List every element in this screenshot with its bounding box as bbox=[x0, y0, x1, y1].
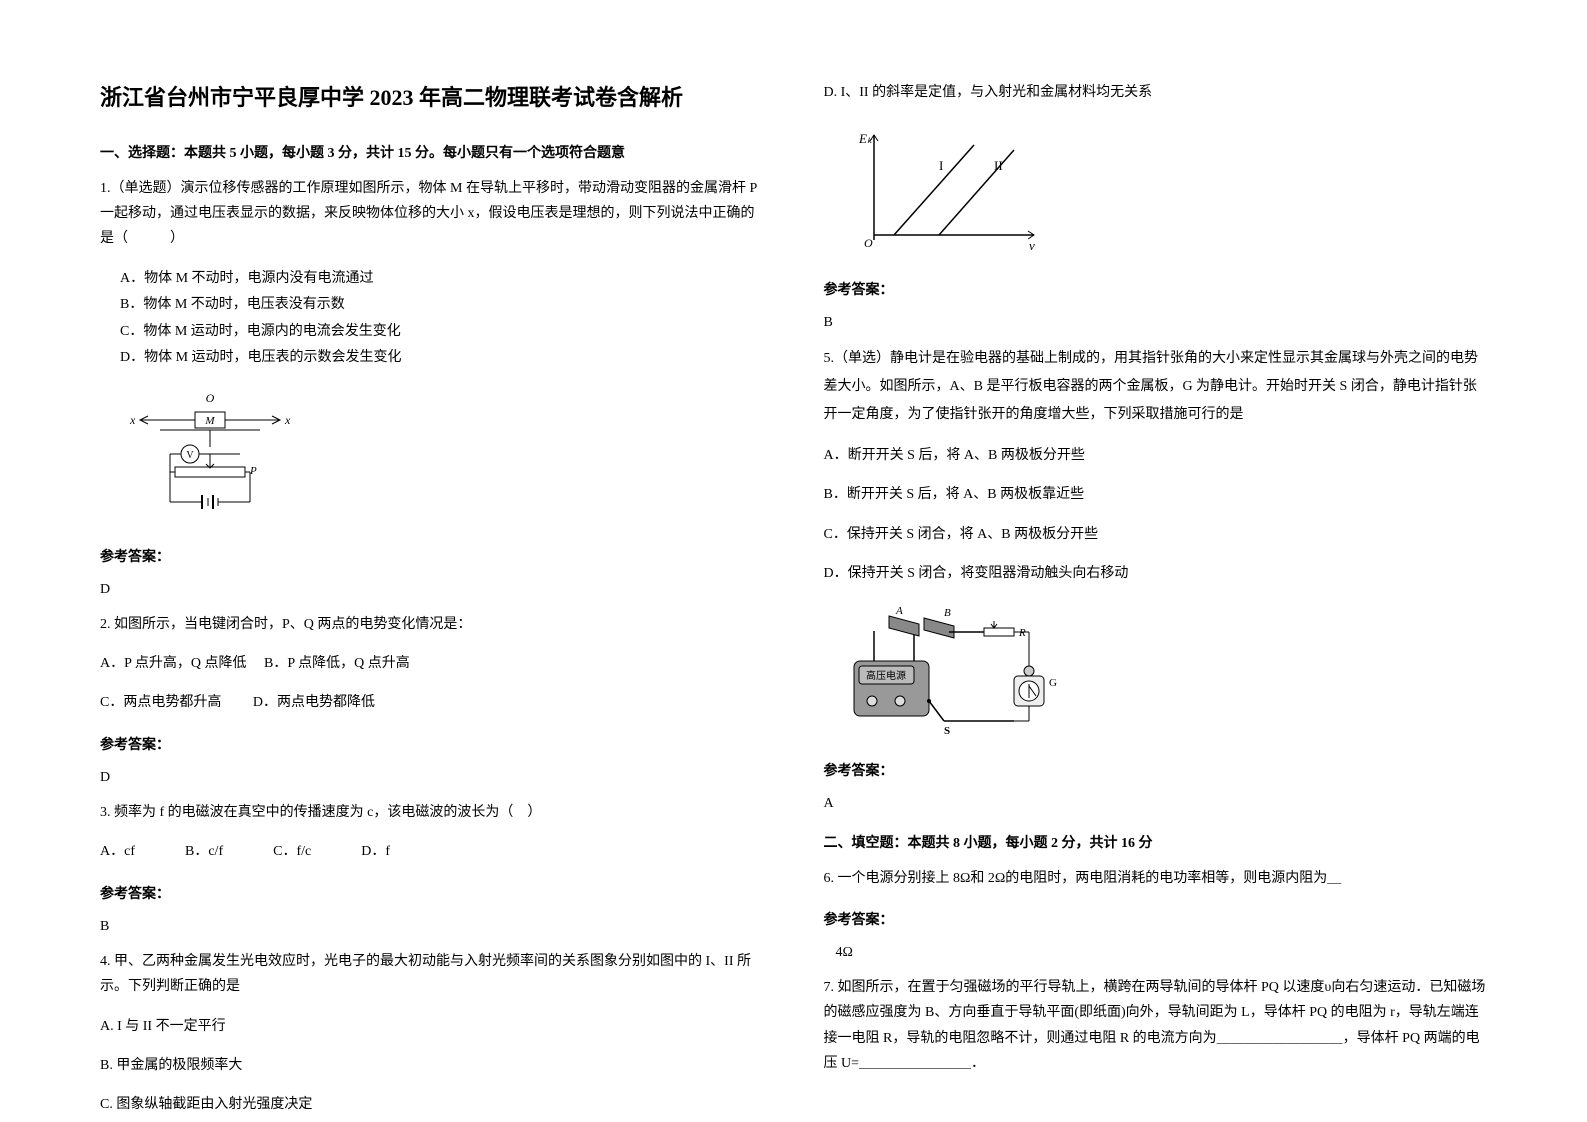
q6-answer-value: 4Ω bbox=[824, 945, 1488, 961]
q1-answer-value: D bbox=[100, 582, 764, 598]
q4-answer-label: 参考答案： bbox=[824, 279, 1488, 299]
label-x-left: x bbox=[129, 413, 136, 427]
q5-circuit-diagram: 高压电源 A B R G bbox=[844, 606, 1488, 736]
q3-option-a: A．cf bbox=[100, 839, 135, 866]
q6-stem: 6. 一个电源分别接上 8Ω和 2Ω的电阻时，两电阻消耗的电功率相等，则电源内阻… bbox=[824, 866, 1488, 891]
voltmeter-icon: V bbox=[186, 450, 194, 461]
q4-graph: Eₖ ν O I II bbox=[844, 125, 1488, 255]
label-s: S bbox=[944, 725, 950, 736]
q2-answer-value: D bbox=[100, 770, 764, 786]
q5-answer-value: A bbox=[824, 796, 1488, 812]
q2-options-row2: C．两点电势都升高 D．两点电势都降低 bbox=[100, 690, 764, 715]
source-label: 高压电源 bbox=[866, 669, 906, 682]
q2-options-row1: A．P 点升高，Q 点降低 B．P 点降低，Q 点升高 bbox=[100, 651, 764, 676]
axis-y-label: Eₖ bbox=[858, 131, 873, 146]
q5-option-d: D．保持开关 S 闭合，将变阻器滑动触头向右移动 bbox=[824, 561, 1488, 586]
column-right: D. I、II 的斜率是定值，与入射光和金属材料均无关系 Eₖ ν O I II… bbox=[824, 80, 1488, 1082]
q3-options: A．cf B．c/f C．f/c D．f bbox=[100, 839, 764, 866]
column-left: 浙江省台州市宁平良厚中学 2023 年高二物理联考试卷含解析 一、选择题：本题共… bbox=[100, 80, 764, 1082]
line-ii-label: II bbox=[994, 158, 1003, 173]
line-i-label: I bbox=[939, 158, 943, 173]
q3-stem: 3. 频率为 f 的电磁波在真空中的传播速度为 c，该电磁波的波长为（ ） bbox=[100, 800, 764, 825]
q5-stem: 5.（单选）静电计是在验电器的基础上制成的，用其指针张角的大小来定性显示其金属球… bbox=[824, 345, 1488, 429]
q4-option-d: D. I、II 的斜率是定值，与入射光和金属材料均无关系 bbox=[824, 80, 1488, 105]
q2-option-a: A．P 点升高，Q 点降低 bbox=[100, 656, 247, 671]
q1-circuit-diagram: O x x M V P bbox=[120, 392, 764, 522]
q2-answer-label: 参考答案： bbox=[100, 734, 764, 754]
q2-stem: 2. 如图所示，当电键闭合时，P、Q 两点的电势变化情况是： bbox=[100, 612, 764, 637]
axis-x-label: ν bbox=[1029, 238, 1035, 253]
section-2-heading: 二、填空题：本题共 8 小题，每小题 2 分，共计 16 分 bbox=[824, 832, 1488, 852]
q4-option-c: C. 图象纵轴截距由入射光强度决定 bbox=[100, 1092, 764, 1117]
q1-option-b: B．物体 M 不动时，电压表没有示数 bbox=[120, 292, 764, 319]
label-g: G bbox=[1049, 677, 1057, 689]
q2-option-c: C．两点电势都升高 bbox=[100, 695, 221, 710]
label-a: A bbox=[895, 606, 903, 617]
label-b: B bbox=[944, 607, 951, 619]
q5-option-a: A．断开开关 S 后，将 A、B 两极板分开些 bbox=[824, 443, 1488, 468]
q2-option-b: B．P 点降低，Q 点升高 bbox=[264, 656, 410, 671]
q1-options: A．物体 M 不动时，电源内没有电流通过 B．物体 M 不动时，电压表没有示数 … bbox=[100, 266, 764, 372]
q3-option-b: B．c/f bbox=[185, 839, 223, 866]
q5-answer-label: 参考答案： bbox=[824, 760, 1488, 780]
section-1-heading: 一、选择题：本题共 5 小题，每小题 3 分，共计 15 分。每小题只有一个选项… bbox=[100, 142, 764, 162]
q4-answer-value: B bbox=[824, 315, 1488, 331]
q5-option-c: C．保持开关 S 闭合，将 A、B 两极板分开些 bbox=[824, 522, 1488, 547]
page-title: 浙江省台州市宁平良厚中学 2023 年高二物理联考试卷含解析 bbox=[100, 80, 764, 112]
q1-option-a: A．物体 M 不动时，电源内没有电流通过 bbox=[120, 266, 764, 293]
q3-option-c: C．f/c bbox=[273, 839, 311, 866]
q1-option-c: C．物体 M 运动时，电源内的电流会发生变化 bbox=[120, 319, 764, 346]
label-r: R bbox=[1018, 627, 1026, 639]
q4-option-b: B. 甲金属的极限频率大 bbox=[100, 1053, 764, 1078]
q4-option-a: A. I 与 II 不一定平行 bbox=[100, 1014, 764, 1039]
q7-stem: 7. 如图所示，在置于匀强磁场的平行导轨上，横跨在两导轨间的导体杆 PQ 以速度… bbox=[824, 975, 1488, 1076]
q3-answer-label: 参考答案： bbox=[100, 883, 764, 903]
q6-answer-label: 参考答案： bbox=[824, 909, 1488, 929]
q1-answer-label: 参考答案： bbox=[100, 546, 764, 566]
q3-answer-value: B bbox=[100, 919, 764, 935]
origin-label: O bbox=[864, 236, 873, 250]
q1-stem: 1.（单选题）演示位移传感器的工作原理如图所示，物体 M 在导轨上平移时，带动滑… bbox=[100, 176, 764, 252]
q5-option-b: B．断开开关 S 后，将 A、B 两极板靠近些 bbox=[824, 482, 1488, 507]
label-o: O bbox=[206, 392, 215, 405]
label-m: M bbox=[204, 415, 215, 427]
q1-option-d: D．物体 M 运动时，电压表的示数会发生变化 bbox=[120, 345, 764, 372]
q3-option-d: D．f bbox=[361, 839, 390, 866]
q4-stem: 4. 甲、乙两种金属发生光电效应时，光电子的最大初动能与入射光频率间的关系图象分… bbox=[100, 949, 764, 999]
q2-option-d: D．两点电势都降低 bbox=[253, 695, 375, 710]
label-x-right: x bbox=[284, 413, 291, 427]
